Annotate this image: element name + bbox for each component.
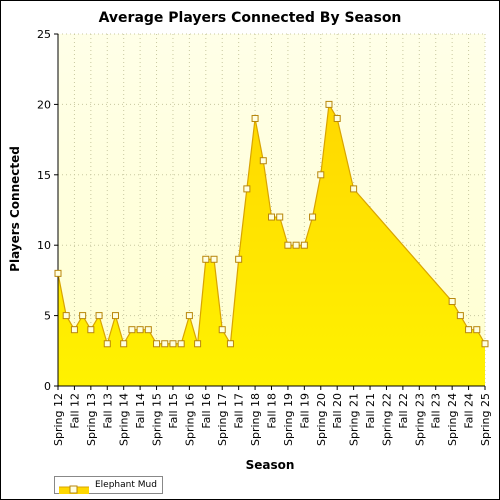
data-point [210,255,218,263]
x-tick-label: Spring 23 [413,393,426,446]
data-point [251,114,259,122]
data-point [325,100,333,108]
data-point [95,312,103,320]
x-tick-label: Spring 22 [380,393,393,446]
data-point [448,298,456,306]
data-point [70,326,78,334]
chart-title: Average Players Connected By Season [99,10,402,26]
x-tick-label: Fall 22 [397,393,410,429]
series-area-fill [58,104,485,387]
y-axis-label: Players Connected [8,146,22,272]
x-tick-label: Spring 19 [282,393,295,446]
x-axis-label: Season [246,458,295,472]
legend: Elephant Mud [54,476,163,494]
x-tick-label: Fall 18 [266,393,279,429]
data-point [473,326,481,334]
x-tick-label: Spring 18 [249,393,262,446]
data-point [276,213,284,221]
y-tick-labels: 0 5 10 15 20 25 [37,28,51,393]
legend-swatch [59,480,89,494]
data-point [333,114,341,122]
data-point [235,255,243,263]
x-tick-label: Fall 13 [101,393,114,429]
x-tick-label: Fall 16 [200,393,213,429]
data-point [350,185,358,193]
data-point [226,340,234,348]
data-point [465,326,473,334]
data-point [292,241,300,249]
x-tick-label: Spring 20 [315,393,328,446]
x-tick-label: Fall 19 [298,393,311,429]
x-tick-label: Fall 20 [331,393,344,429]
data-point [243,185,251,193]
data-point [185,312,193,320]
data-point [136,326,144,334]
data-point [300,241,308,249]
data-point [128,326,136,334]
y-tick-label: 0 [44,380,51,393]
data-point [177,340,185,348]
x-tick-label: Fall 23 [430,393,443,429]
data-point [309,213,317,221]
x-tick-label: Spring 25 [479,393,492,446]
x-tick-label: Spring 24 [446,393,459,446]
data-point [111,312,119,320]
data-point [54,269,62,277]
data-point [79,312,87,320]
data-point [120,340,128,348]
y-tick-label: 20 [37,98,51,111]
y-tick-label: 25 [37,28,51,41]
data-point [284,241,292,249]
x-tick-label: Fall 17 [233,393,246,429]
data-points [54,100,489,348]
x-tick-label: Spring 15 [151,393,164,446]
x-tick-label: Fall 14 [134,393,147,429]
x-tick-label: Fall 15 [167,393,180,429]
data-point [103,340,111,348]
data-point [169,340,177,348]
data-point [87,326,95,334]
x-tick-label: Fall 12 [68,393,81,429]
data-point [259,157,267,165]
x-tick-label: Spring 16 [183,393,196,446]
data-point [317,171,325,179]
x-tick-label: Spring 21 [348,393,361,446]
x-tick-label: Fall 21 [364,393,377,429]
axes [54,33,486,390]
data-point [202,255,210,263]
data-point [144,326,152,334]
x-tick-label: Spring 13 [85,393,98,446]
data-point [161,340,169,348]
data-point [153,340,161,348]
data-point [218,326,226,334]
y-tick-label: 15 [37,169,51,182]
x-tick-label: Spring 14 [118,393,131,446]
x-tick-label: Spring 17 [216,393,229,446]
data-point [194,340,202,348]
y-tick-label: 10 [37,239,51,252]
legend-label-elephant-mud: Elephant Mud [95,480,157,490]
x-tick-labels: Spring 12 Fall 12 Spring 13 Fall 13 Spring 1… [52,393,492,446]
data-point [268,213,275,221]
data-point [456,312,464,320]
x-tick-label: Spring 12 [52,393,65,446]
data-point [481,340,489,348]
data-point [62,312,70,320]
y-tick-label: 5 [44,310,51,323]
x-tick-label: Fall 24 [463,393,476,429]
